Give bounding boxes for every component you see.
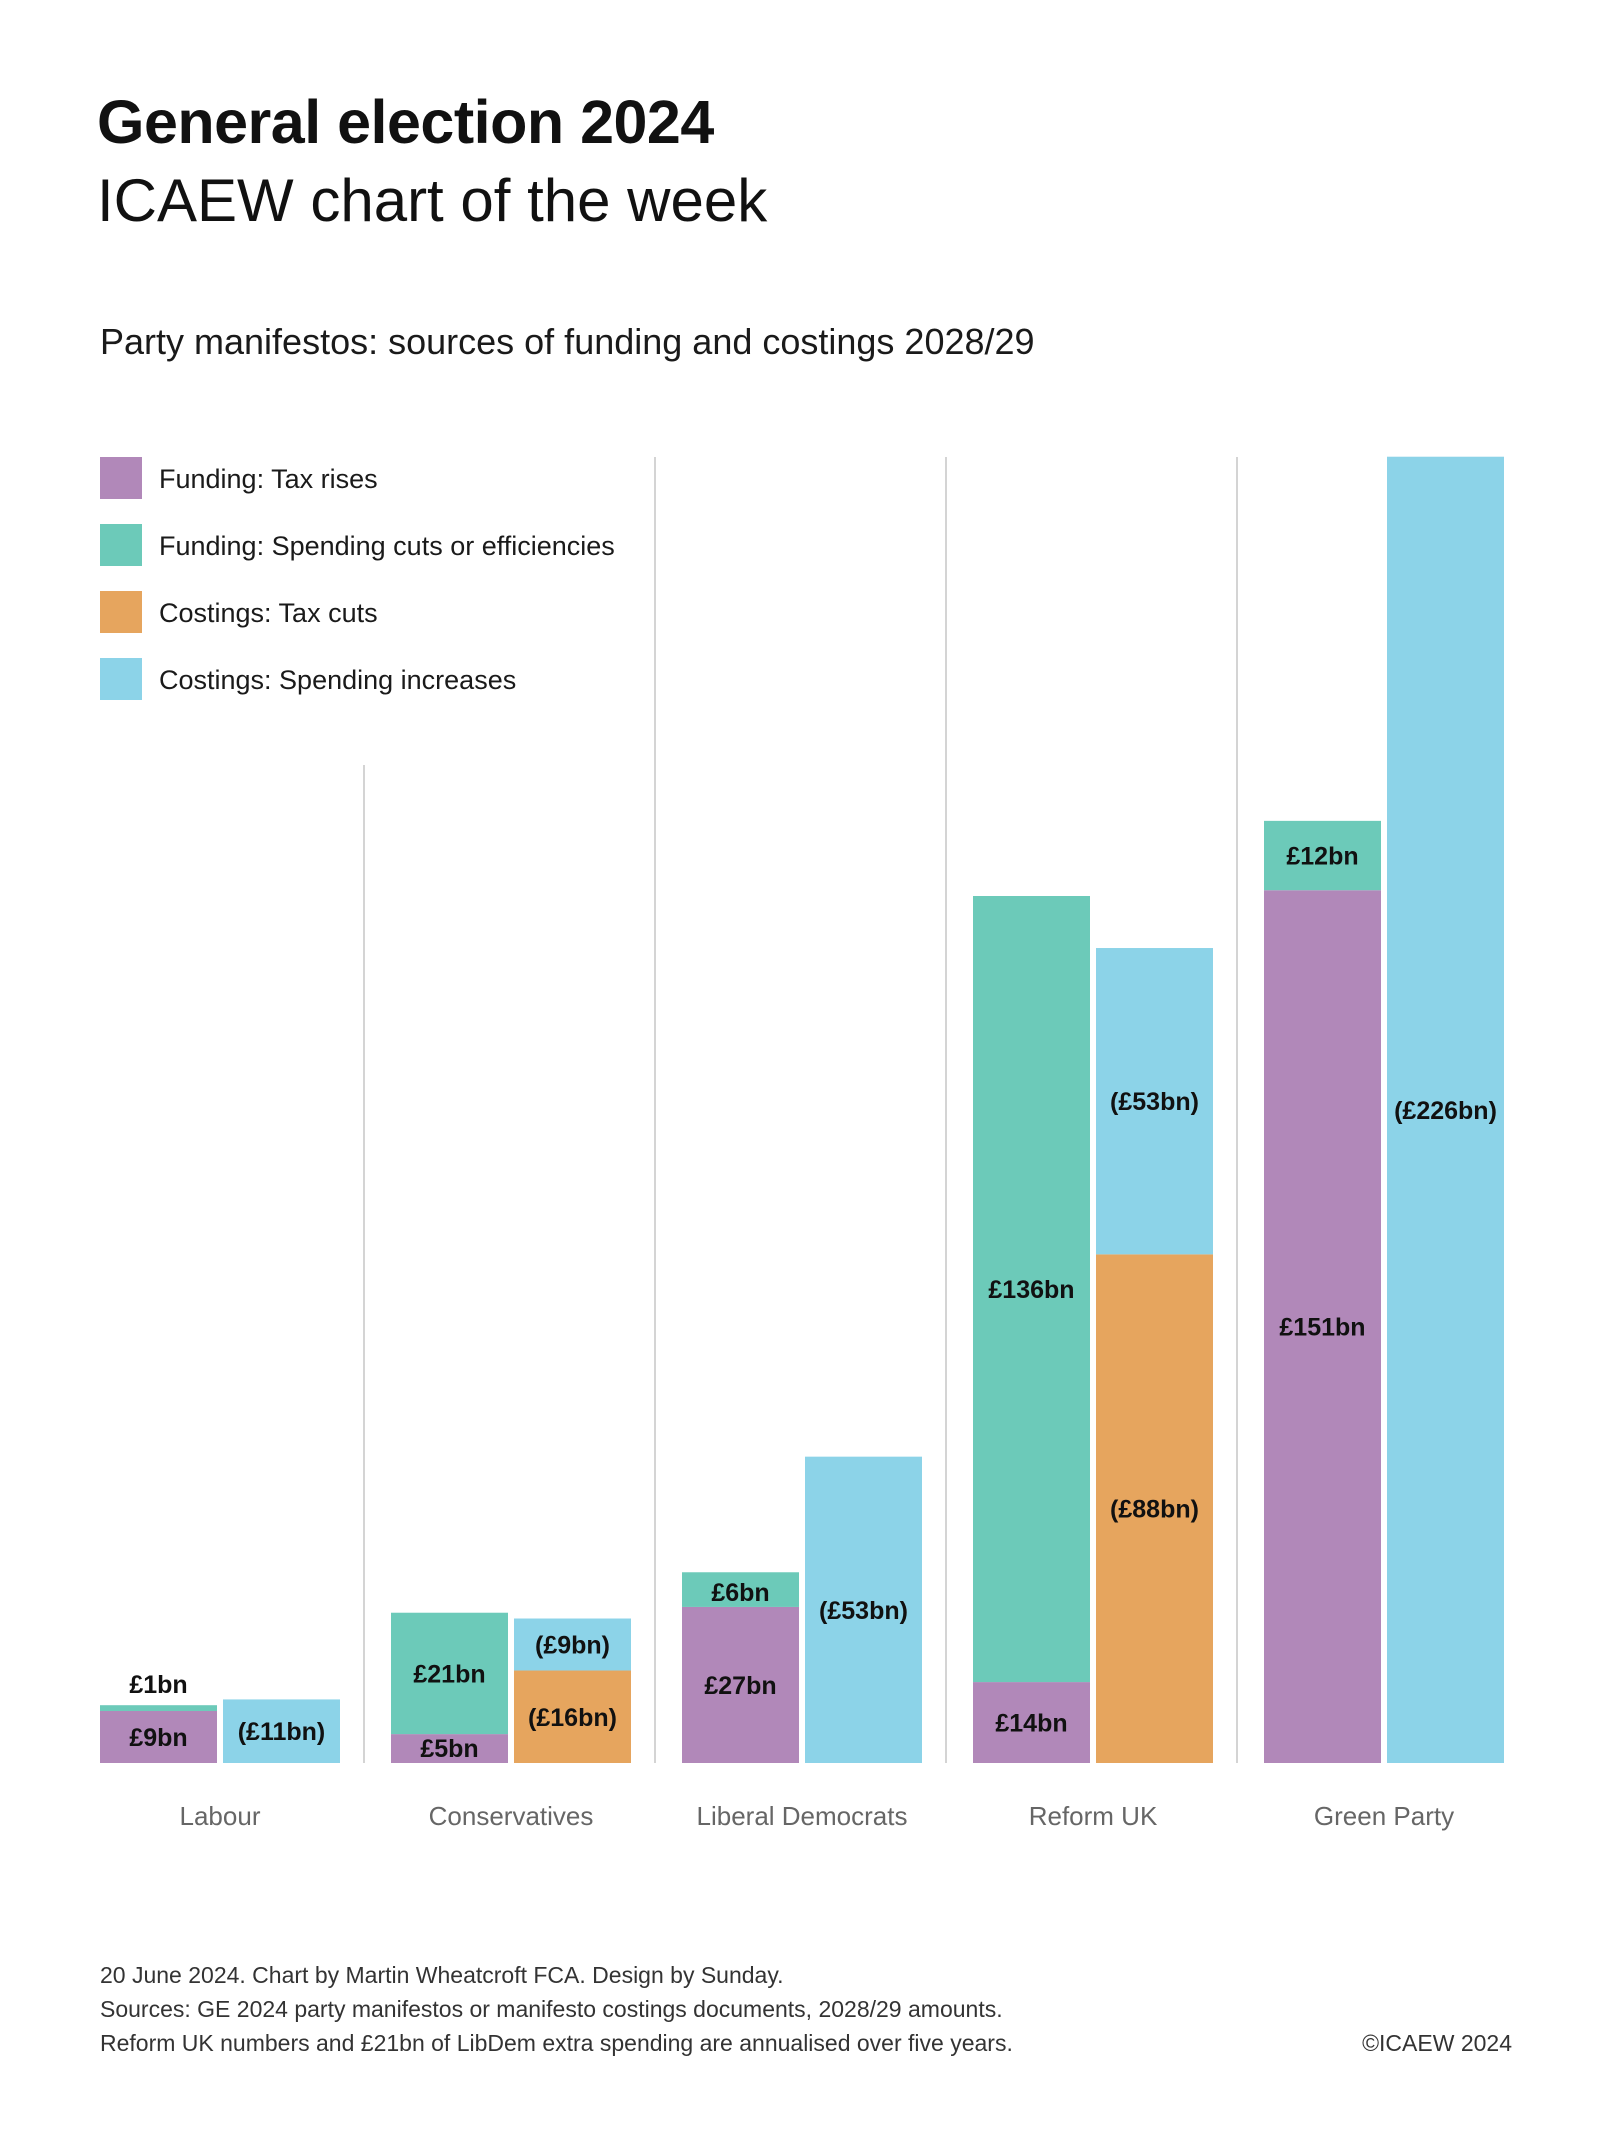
copyright: ©ICAEW 2024 [1362, 2030, 1512, 2056]
footer-credit: 20 June 2024. Chart by Martin Wheatcroft… [100, 1962, 784, 1988]
data-label: £14bn [995, 1710, 1067, 1738]
data-label: £6bn [711, 1579, 769, 1607]
data-label: £5bn [420, 1735, 478, 1763]
data-label: (£11bn) [238, 1718, 326, 1746]
footer-note: Reform UK numbers and £21bn of LibDem ex… [100, 2030, 1013, 2056]
legend-swatch-spending-increases [100, 658, 142, 700]
data-label: (£53bn) [819, 1597, 908, 1625]
legend-label: Costings: Spending increases [159, 665, 517, 695]
bar-reform-uk-spending-cuts [973, 896, 1090, 1683]
page-subtitle: ICAEW chart of the week [97, 167, 768, 234]
x-tick-label: Reform UK [1029, 1801, 1158, 1831]
bar-green-party-spending-cuts [1264, 820, 1381, 891]
bar-conservatives-tax-rises [391, 1734, 508, 1763]
data-label: (£9bn) [535, 1632, 610, 1660]
bar-labour-tax-rises [100, 1710, 217, 1763]
data-label: £12bn [1286, 843, 1358, 871]
legend-swatch-tax-rises [100, 457, 142, 499]
chart-title: Party manifestos: sources of funding and… [100, 321, 1035, 362]
data-label: £21bn [413, 1660, 485, 1688]
bar-conservatives-spending-cuts [391, 1612, 508, 1735]
data-label: £136bn [988, 1276, 1074, 1304]
data-label: (£88bn) [1110, 1496, 1199, 1524]
x-tick-label: Conservatives [429, 1801, 594, 1831]
legend-item-tax-cuts: Costings: Tax cuts [100, 591, 700, 633]
data-label: (£226bn) [1394, 1097, 1497, 1125]
data-label: (£16bn) [528, 1704, 617, 1732]
bar-liberal-democrats-tax-rises [682, 1606, 799, 1763]
x-tick-label: Labour [180, 1801, 261, 1831]
bar-reform-uk-tax-rises [973, 1682, 1090, 1763]
bar-liberal-democrats-spending-cuts [682, 1572, 799, 1607]
bar-labour-spending-increases [223, 1699, 340, 1763]
bar-conservatives-spending-increases [514, 1618, 631, 1671]
bar-reform-uk-tax-cuts [1096, 1254, 1213, 1763]
bar-labour-spending-cuts [100, 1705, 217, 1711]
legend-label: Funding: Tax rises [159, 464, 378, 494]
page-title: General election 2024 [97, 88, 714, 156]
legend-item-spending-increases: Costings: Spending increases [100, 658, 700, 700]
legend-item-spending-cuts: Funding: Spending cuts or efficiencies [100, 524, 700, 566]
legend-label: Costings: Tax cuts [159, 598, 378, 628]
data-label: £9bn [129, 1724, 187, 1752]
footer-sources: Sources: GE 2024 party manifestos or man… [100, 1996, 1003, 2022]
legend-label: Funding: Spending cuts or efficiencies [159, 531, 615, 561]
data-label: £27bn [704, 1672, 776, 1700]
bar-reform-uk-spending-increases [1096, 948, 1213, 1255]
bar-green-party-spending-increases [1387, 456, 1504, 1764]
data-label: £151bn [1279, 1314, 1365, 1342]
legend-swatch-tax-cuts [100, 591, 142, 633]
legend-item-tax-rises: Funding: Tax rises [100, 457, 700, 499]
x-tick-label: Green Party [1314, 1801, 1454, 1831]
bar-liberal-democrats-spending-increases [805, 1456, 922, 1763]
data-label: £1bn [129, 1671, 187, 1699]
bar-conservatives-tax-cuts [514, 1670, 631, 1763]
x-tick-label: Liberal Democrats [697, 1801, 908, 1831]
bar-green-party-tax-rises [1264, 890, 1381, 1763]
data-label: (£53bn) [1110, 1088, 1199, 1116]
legend-swatch-spending-cuts [100, 524, 142, 566]
